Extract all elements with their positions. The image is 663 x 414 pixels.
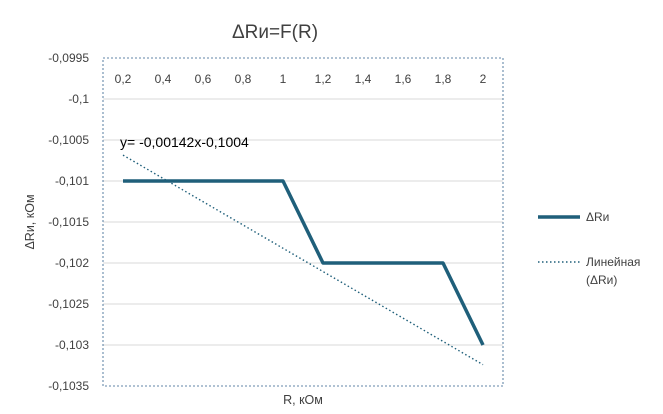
y-tick-label: -0,1025 <box>48 297 89 311</box>
legend-label-series: ΔRи <box>586 210 609 224</box>
y-tick-label: -0,102 <box>55 256 89 270</box>
trendline-equation: y= -0,00142x-0,1004 <box>120 134 249 150</box>
x-tick-label: 1,4 <box>355 72 372 86</box>
x-tick-label: 1,2 <box>315 72 332 86</box>
y-tick-label: -0,0995 <box>48 51 89 65</box>
series-line-delta-r <box>123 179 485 346</box>
x-tick-label: 1 <box>280 72 287 86</box>
x-axis-title: R, кОм <box>283 393 323 407</box>
x-tick-label: 0,8 <box>235 72 252 86</box>
x-tick-label: 0,2 <box>115 72 132 86</box>
y-tick-label: -0,103 <box>55 338 89 352</box>
chart-title: ΔRи=F(R) <box>232 22 318 43</box>
x-tick-labels: 0,2 0,4 0,6 0,8 1 1,2 1,4 1,6 1,8 2 <box>115 72 487 86</box>
y-tick-labels: -0,0995 -0,1 -0,1005 -0,101 -0,1015 -0,102 -0,… <box>48 51 89 393</box>
x-tick-label: 1,6 <box>395 72 412 86</box>
plot-area-frame <box>102 57 504 387</box>
y-tick-label: -0,1005 <box>48 133 89 147</box>
legend-label-trendline-line2: (ΔRи) <box>586 273 617 287</box>
y-tick-label: -0,101 <box>55 174 89 188</box>
legend-label-trendline-line1: Линейная <box>586 255 640 269</box>
y-tick-label: -0,1035 <box>48 379 89 393</box>
trendline <box>122 154 484 366</box>
x-tick-label: 0,6 <box>195 72 212 86</box>
legend: ΔRи Линейная (ΔRи) <box>538 210 640 287</box>
y-axis-title: ΔRи, кОм <box>23 194 37 249</box>
y-tick-label: -0,1 <box>68 92 89 106</box>
x-tick-label: 0,4 <box>155 72 172 86</box>
x-tick-label: 1,8 <box>435 72 452 86</box>
x-tick-label: 2 <box>480 72 487 86</box>
y-tick-label: -0,1015 <box>48 215 89 229</box>
